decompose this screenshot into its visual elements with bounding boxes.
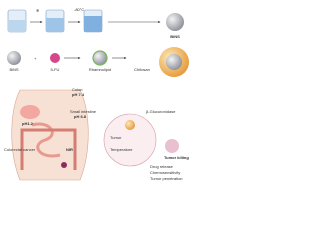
si-label: Small intestine bbox=[70, 109, 97, 114]
plus: + bbox=[34, 56, 37, 61]
small-intestine bbox=[31, 122, 61, 158]
colon-shape bbox=[20, 128, 77, 170]
core bbox=[166, 54, 182, 70]
liquid bbox=[46, 18, 64, 32]
particle bbox=[125, 120, 135, 130]
colon-label: Colon bbox=[72, 87, 82, 92]
drug-molecule bbox=[50, 53, 60, 63]
effect: Chemosensitivity bbox=[150, 170, 180, 175]
stomach-ph: pH1.2 bbox=[22, 121, 34, 126]
enzyme-label: β-Glucuronidase bbox=[146, 109, 176, 114]
colon-ph: pH 7.4 bbox=[72, 92, 85, 97]
tumor-zoom bbox=[103, 113, 157, 167]
synthesis-row: ❄ -80°C BiNS bbox=[7, 7, 184, 39]
nir-label: NIR bbox=[66, 147, 73, 152]
bins-sphere bbox=[7, 51, 21, 65]
si-ph: pH 6.8 bbox=[74, 114, 87, 119]
snowflake: ❄ bbox=[36, 8, 39, 13]
temperature: -80°C bbox=[74, 7, 84, 12]
effect: Tumor penetration bbox=[150, 176, 183, 181]
tumor-label: Tumor bbox=[110, 135, 122, 140]
stomach bbox=[20, 105, 40, 119]
coating1-label: Rhamnolipid bbox=[89, 67, 111, 72]
product-label: BiNS bbox=[170, 34, 180, 39]
diagram: ❄ -80°C BiNS BiNS + 5-FU Rhamnolipid Chi… bbox=[4, 7, 189, 181]
liquid bbox=[84, 16, 102, 32]
bins-sphere bbox=[166, 13, 184, 31]
start-label: BiNS bbox=[9, 67, 18, 72]
killing-label: Tumor killing bbox=[164, 155, 189, 160]
gi-tract: Colon pH 7.4 Small intestine pH 6.8 pH1.… bbox=[4, 87, 97, 181]
drug-label: 5-FU bbox=[51, 67, 60, 72]
tumor-dot bbox=[61, 162, 67, 168]
assembly-row: BiNS + 5-FU Rhamnolipid Chitosan bbox=[7, 47, 189, 77]
disease-label: Colorectal cancer bbox=[4, 147, 36, 152]
coating2-label: Chitosan bbox=[134, 67, 150, 72]
temperature-label: Temperature bbox=[110, 147, 133, 152]
liquid bbox=[8, 20, 26, 32]
tumor-site: β-Glucuronidase Tumor Temperature Tumor … bbox=[103, 109, 189, 181]
effect: Drug release bbox=[150, 164, 174, 169]
coated-sphere bbox=[92, 50, 108, 66]
cell bbox=[165, 139, 179, 153]
